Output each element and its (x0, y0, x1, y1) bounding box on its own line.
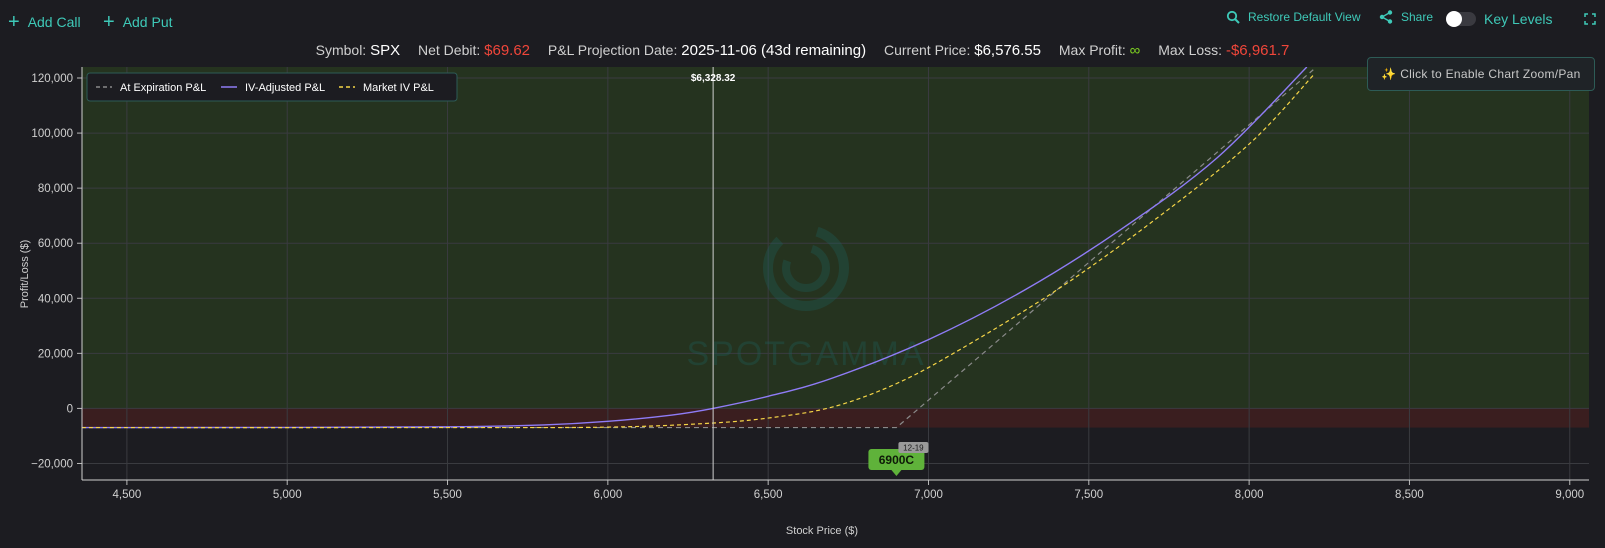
symbol-label: Symbol: (315, 42, 367, 58)
strike-marker-box (868, 449, 925, 470)
x-tick-label: 6,500 (754, 489, 783, 501)
x-tick-label: 7,000 (914, 489, 943, 501)
x-tick-label: 7,500 (1074, 489, 1103, 501)
add-put-button[interactable]: + Add Put (103, 11, 173, 33)
strike-marker-label: 6900C (879, 453, 915, 467)
max-profit-value: ∞ (1129, 42, 1141, 59)
share-label: Share (1401, 10, 1434, 24)
strike-expiry-label: 12-19 (903, 444, 924, 453)
y-tick-label: 0 (67, 403, 73, 415)
y-tick-label: 80,000 (38, 183, 73, 195)
y-tick-label: −20,000 (31, 458, 73, 470)
series-line-market-iv-p-l (82, 74, 1314, 429)
restore-label: Restore Default View (1248, 10, 1361, 24)
symbol-value: SPX (370, 42, 401, 59)
fullscreen-icon (1584, 13, 1596, 25)
add-put-label: Add Put (122, 14, 173, 30)
search-icon (1226, 10, 1240, 24)
position-summary: Symbol: SPX Net Debit: $69.62 P&L Projec… (0, 42, 1605, 59)
x-tick-label: 9,000 (1555, 489, 1584, 501)
x-tick-label: 8,000 (1235, 489, 1264, 501)
legend-label: At Expiration P&L (120, 82, 206, 94)
key-levels-label: Key Levels (1484, 11, 1553, 27)
toggle-switch[interactable] (1446, 11, 1476, 27)
loss-region (82, 408, 1589, 428)
restore-default-view-button[interactable]: Restore Default View (1226, 10, 1361, 24)
x-tick-label: 6,000 (593, 489, 622, 501)
x-axis-label: Stock Price ($) (786, 525, 858, 537)
x-tick-label: 8,500 (1395, 489, 1424, 501)
key-levels-toggle[interactable]: Key Levels (1446, 11, 1552, 27)
strike-marker-pointer (891, 470, 902, 476)
max-loss-value: -$6,961.7 (1225, 42, 1290, 59)
x-tick-label: 5,000 (273, 489, 302, 501)
y-tick-label: 100,000 (31, 128, 73, 140)
fullscreen-button[interactable] (1584, 13, 1596, 25)
chart-legend: At Expiration P&L IV-Adjusted P&L Market I… (86, 72, 458, 102)
net-debit-label: Net Debit: (418, 42, 481, 58)
add-call-button[interactable]: + Add Call (8, 11, 81, 33)
y-tick-label: 120,000 (31, 73, 73, 85)
projection-date-label: P&L Projection Date: (547, 42, 678, 58)
legend-label: Market IV P&L (363, 82, 434, 94)
share-button[interactable]: Share (1379, 10, 1433, 24)
share-icon (1379, 10, 1393, 24)
spotgamma-watermark: SPOTGAMMA (686, 225, 925, 373)
projection-date-value[interactable]: 2025-11-06 (43d remaining) (681, 42, 867, 59)
profit-region (82, 67, 1589, 409)
max-loss-label: Max Loss: (1158, 42, 1223, 58)
net-debit-value: $69.62 (484, 42, 531, 59)
current-price-value: $6,576.55 (974, 42, 1041, 59)
strike-expiry-badge (898, 442, 929, 453)
watermark-text: SPOTGAMMA (686, 335, 925, 373)
legend-box (86, 72, 458, 102)
x-tick-label: 5,500 (433, 489, 462, 501)
y-axis-label: Profit/Loss ($) (19, 240, 31, 308)
y-tick-label: 20,000 (38, 348, 73, 360)
plus-icon: + (8, 11, 20, 33)
current-price-label: Current Price: (884, 42, 971, 58)
y-tick-label: 60,000 (38, 238, 73, 250)
max-profit-label: Max Profit: (1058, 42, 1126, 58)
plus-icon: + (103, 11, 115, 33)
legend-label: IV-Adjusted P&L (245, 82, 325, 94)
x-tick-label: 4,500 (112, 489, 141, 501)
y-tick-label: 40,000 (38, 293, 73, 305)
enable-zoom-button[interactable]: ✨ Click to Enable Chart Zoom/Pan (1367, 57, 1595, 91)
breakeven-label: $6,328.32 (691, 73, 736, 84)
add-call-label: Add Call (27, 14, 81, 30)
